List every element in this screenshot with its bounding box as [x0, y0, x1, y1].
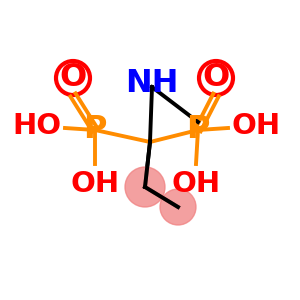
- Text: HO: HO: [12, 112, 62, 140]
- Text: P: P: [83, 115, 107, 146]
- Text: NH: NH: [125, 68, 179, 98]
- Circle shape: [160, 189, 196, 225]
- Text: OH: OH: [171, 170, 220, 198]
- Text: OH: OH: [70, 170, 120, 198]
- Text: P: P: [186, 115, 210, 146]
- Text: OH: OH: [231, 112, 280, 140]
- Circle shape: [125, 167, 165, 207]
- Text: O: O: [59, 62, 87, 94]
- Text: O: O: [202, 62, 230, 94]
